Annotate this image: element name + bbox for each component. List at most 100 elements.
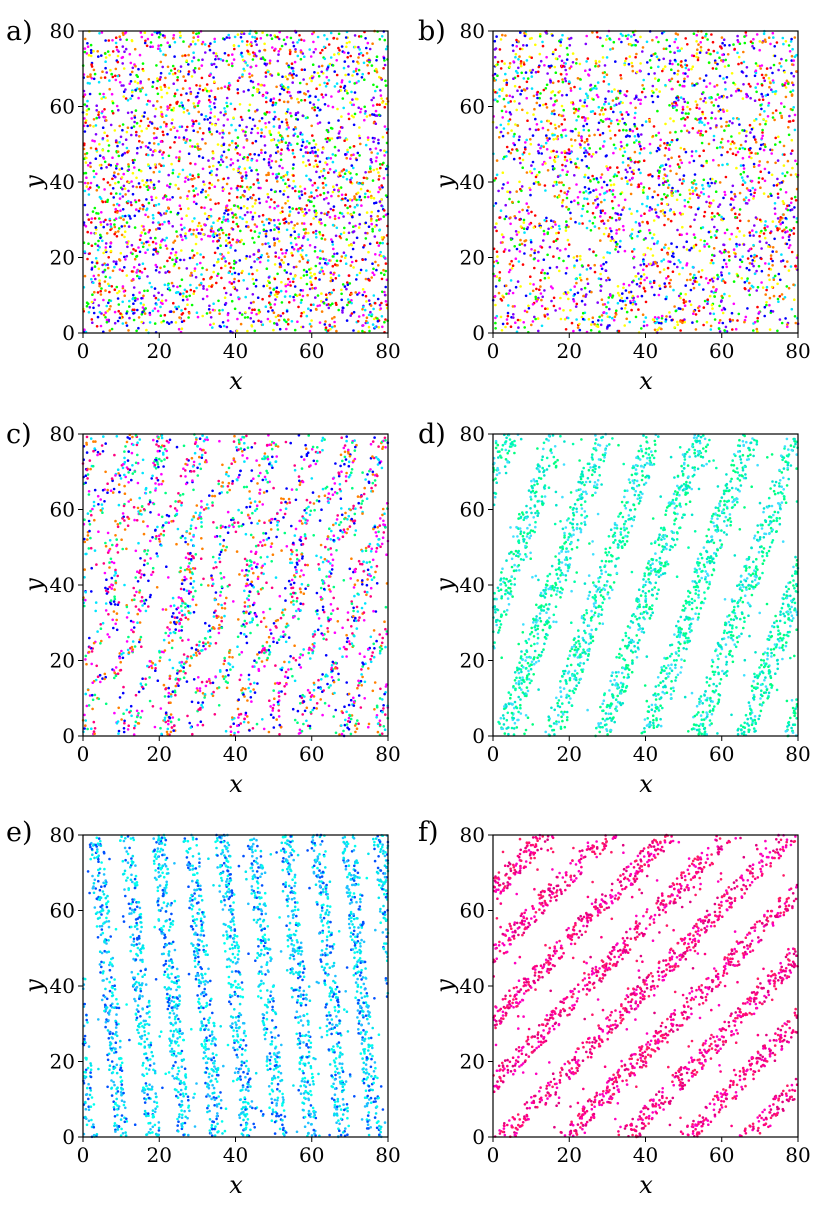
data-point — [113, 223, 116, 226]
data-point — [673, 40, 676, 44]
data-point — [116, 211, 119, 214]
data-point — [560, 104, 564, 108]
data-point — [155, 303, 158, 306]
data-point — [139, 119, 143, 123]
data-point — [378, 228, 382, 232]
data-point — [194, 242, 198, 246]
data-point — [743, 41, 747, 45]
data-point — [91, 139, 94, 142]
data-point — [281, 166, 284, 170]
data-point — [565, 73, 568, 76]
data-point — [343, 84, 347, 88]
data-point — [378, 38, 382, 41]
data-point — [273, 293, 277, 297]
data-point — [502, 183, 505, 186]
data-point — [781, 200, 785, 203]
data-point — [160, 113, 164, 116]
data-point — [288, 206, 291, 209]
data-point — [154, 228, 158, 231]
data-point — [557, 224, 561, 228]
data-point — [148, 281, 152, 285]
data-point — [565, 58, 569, 61]
data-point — [585, 277, 589, 281]
data-point — [595, 206, 598, 209]
data-point — [192, 254, 196, 257]
data-point — [382, 215, 386, 218]
data-point — [130, 126, 133, 130]
data-point — [522, 44, 525, 47]
data-point — [104, 56, 108, 59]
data-point — [312, 204, 316, 208]
data-point — [126, 151, 129, 154]
data-point — [705, 200, 708, 204]
data-point — [319, 270, 322, 273]
data-point — [165, 236, 168, 240]
data-point — [246, 211, 249, 214]
data-point — [360, 204, 363, 207]
data-point — [213, 80, 216, 83]
data-point — [341, 126, 344, 129]
data-point — [316, 148, 320, 152]
data-point — [84, 119, 88, 122]
data-point — [528, 152, 531, 156]
data-point — [337, 308, 340, 312]
data-point — [101, 239, 104, 243]
data-point — [141, 207, 145, 211]
data-point — [317, 98, 320, 102]
data-point — [705, 321, 709, 324]
data-point — [578, 328, 582, 332]
data-point — [575, 183, 578, 186]
data-point — [201, 167, 205, 171]
data-point — [267, 157, 271, 161]
data-point — [227, 33, 230, 37]
data-point — [361, 324, 365, 327]
data-point — [156, 127, 159, 130]
data-point — [493, 55, 497, 59]
data-point — [708, 204, 712, 207]
data-point — [708, 294, 712, 298]
data-point — [574, 220, 577, 224]
data-point — [140, 241, 144, 245]
data-point — [756, 319, 759, 323]
data-point — [217, 57, 220, 61]
data-point — [179, 258, 182, 262]
data-point — [173, 94, 176, 98]
data-point — [776, 282, 779, 286]
data-point — [681, 108, 685, 111]
data-point — [383, 105, 387, 109]
data-point — [522, 221, 526, 224]
data-point — [261, 220, 264, 224]
data-point — [608, 315, 611, 319]
data-point — [382, 67, 385, 70]
data-point — [167, 286, 171, 290]
data-point — [781, 172, 784, 175]
data-point — [514, 257, 518, 260]
data-point — [639, 35, 642, 39]
data-point — [357, 106, 361, 109]
data-point — [255, 87, 259, 91]
data-point — [534, 43, 537, 47]
data-point — [291, 254, 294, 257]
data-point — [232, 204, 236, 207]
data-point — [246, 329, 249, 333]
data-point — [572, 329, 575, 333]
data-point — [162, 120, 166, 124]
data-point — [731, 318, 735, 322]
data-point — [340, 193, 344, 197]
data-point — [125, 324, 129, 327]
data-point — [749, 254, 753, 258]
data-point — [674, 101, 678, 105]
data-point — [149, 166, 152, 170]
data-point — [377, 113, 381, 117]
data-point — [199, 147, 202, 151]
data-point — [325, 163, 329, 166]
data-point — [364, 237, 368, 240]
data-point — [135, 329, 138, 333]
data-point — [530, 164, 533, 167]
data-point — [315, 114, 319, 117]
data-point — [342, 251, 346, 254]
data-point — [381, 325, 384, 329]
data-point — [369, 304, 373, 307]
data-point — [171, 118, 174, 121]
data-point — [124, 97, 128, 100]
